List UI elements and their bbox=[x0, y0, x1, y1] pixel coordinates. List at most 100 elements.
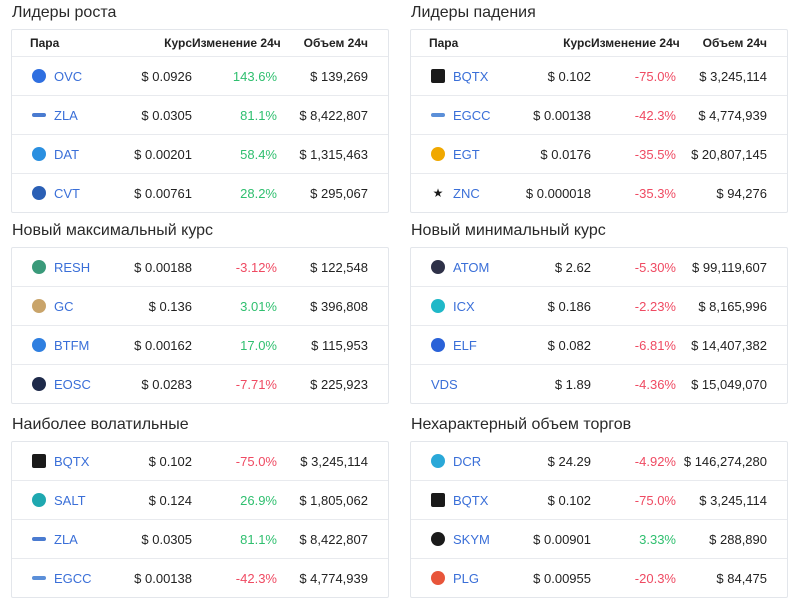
pair-cell[interactable]: EOSC bbox=[12, 377, 117, 392]
header-price[interactable]: Курс bbox=[563, 36, 591, 50]
change-cell: 81.1% bbox=[240, 531, 277, 547]
pair-symbol[interactable]: SALT bbox=[54, 492, 86, 508]
header-volume[interactable]: Объем 24ч bbox=[702, 36, 767, 50]
salt-icon bbox=[32, 493, 46, 507]
header-pair[interactable]: Пара bbox=[30, 36, 60, 50]
pair-cell[interactable]: CVT bbox=[12, 186, 117, 201]
volume-cell: $ 14,407,382 bbox=[691, 337, 767, 353]
table-row[interactable]: CVT $ 0.00761 28.2% $ 295,067 bbox=[12, 173, 388, 212]
table-row[interactable]: PLG $ 0.00955 -20.3% $ 84,475 bbox=[411, 558, 787, 597]
table-row[interactable]: EGCC $ 0.00138 -42.3% $ 4,774,939 bbox=[12, 558, 388, 597]
header-change[interactable]: Изменение 24ч bbox=[192, 36, 281, 50]
pair-cell[interactable]: ★ ZNC bbox=[411, 186, 516, 201]
pair-cell[interactable]: BQTX bbox=[12, 454, 117, 469]
table-row[interactable]: EGCC $ 0.00138 -42.3% $ 4,774,939 bbox=[411, 95, 787, 134]
price-cell: $ 0.136 bbox=[148, 298, 192, 314]
panel-title: Новый максимальный курс bbox=[12, 222, 214, 239]
pair-symbol[interactable]: BTFM bbox=[54, 337, 90, 353]
cvt-icon bbox=[32, 186, 46, 200]
pair-symbol[interactable]: DCR bbox=[453, 453, 482, 469]
pair-symbol[interactable]: ZLA bbox=[54, 107, 78, 123]
table-row[interactable]: EGT $ 0.0176 -35.5% $ 20,807,145 bbox=[411, 134, 787, 173]
pair-cell[interactable]: PLG bbox=[411, 571, 516, 586]
btfm-icon bbox=[32, 338, 46, 352]
table-row[interactable]: ICX $ 0.186 -2.23% $ 8,165,996 bbox=[411, 286, 787, 325]
pair-symbol[interactable]: BQTX bbox=[453, 68, 489, 84]
pair-symbol[interactable]: BQTX bbox=[453, 492, 489, 508]
pair-cell[interactable]: ICX bbox=[411, 299, 516, 314]
table-row[interactable]: DCR $ 24.29 -4.92% $ 146,274,280 bbox=[411, 442, 787, 480]
table-row[interactable]: SKYM $ 0.00901 3.33% $ 288,890 bbox=[411, 519, 787, 558]
table-row[interactable]: OVC $ 0.0926 143.6% $ 139,269 bbox=[12, 56, 388, 95]
table-row[interactable]: ★ ZNC $ 0.000018 -35.3% $ 94,276 bbox=[411, 173, 787, 212]
pair-cell[interactable]: DCR bbox=[411, 454, 516, 469]
table-row[interactable]: SALT $ 0.124 26.9% $ 1,805,062 bbox=[12, 480, 388, 519]
pair-symbol[interactable]: EGCC bbox=[54, 570, 92, 586]
pair-cell[interactable]: SKYM bbox=[411, 532, 516, 547]
pair-symbol[interactable]: VDS bbox=[431, 376, 458, 392]
table-row[interactable]: BQTX $ 0.102 -75.0% $ 3,245,114 bbox=[411, 480, 787, 519]
table-row[interactable]: BQTX $ 0.102 -75.0% $ 3,245,114 bbox=[12, 442, 388, 480]
change-cell: -42.3% bbox=[235, 570, 277, 586]
pair-symbol[interactable]: DAT bbox=[54, 146, 80, 162]
pair-symbol[interactable]: RESH bbox=[54, 259, 91, 275]
pair-symbol[interactable]: ATOM bbox=[453, 259, 490, 275]
pair-cell[interactable]: EGCC bbox=[411, 108, 516, 123]
price-cell: $ 0.186 bbox=[547, 298, 591, 314]
pair-symbol[interactable]: ZLA bbox=[54, 531, 78, 547]
table-row[interactable]: RESH $ 0.00188 -3.12% $ 122,548 bbox=[12, 248, 388, 286]
header-price[interactable]: Курс bbox=[164, 36, 192, 50]
table-row[interactable]: GC $ 0.136 3.01% $ 396,808 bbox=[12, 286, 388, 325]
pair-symbol[interactable]: PLG bbox=[453, 570, 480, 586]
pair-cell[interactable]: BTFM bbox=[12, 338, 117, 353]
table-row[interactable]: DAT $ 0.00201 58.4% $ 1,315,463 bbox=[12, 134, 388, 173]
panel-most-volatile: Наиболее волатильные BQTX $ 0.102 -75.0% $ 3… bbox=[11, 415, 389, 598]
table-row[interactable]: ZLA $ 0.0305 81.1% $ 8,422,807 bbox=[12, 95, 388, 134]
volume-cell: $ 8,422,807 bbox=[299, 531, 368, 547]
pair-cell[interactable]: ZLA bbox=[12, 532, 117, 547]
pair-cell[interactable]: EGT bbox=[411, 147, 516, 162]
table-row[interactable]: BQTX $ 0.102 -75.0% $ 3,245,114 bbox=[411, 56, 787, 95]
pair-symbol[interactable]: EGCC bbox=[453, 107, 491, 123]
header-pair[interactable]: Пара bbox=[429, 36, 459, 50]
price-cell: $ 0.102 bbox=[547, 68, 591, 84]
pair-cell[interactable]: SALT bbox=[12, 493, 117, 508]
table-row[interactable]: EOSC $ 0.0283 -7.71% $ 225,923 bbox=[12, 364, 388, 403]
panel-title: Лидеры роста bbox=[12, 4, 117, 21]
pair-cell[interactable]: ELF bbox=[411, 338, 516, 353]
table-row[interactable]: ATOM $ 2.62 -5.30% $ 99,119,607 bbox=[411, 248, 787, 286]
pair-symbol[interactable]: GC bbox=[54, 298, 74, 314]
pair-symbol[interactable]: EOSC bbox=[54, 376, 91, 392]
table-row[interactable]: VDS $ 1.89 -4.36% $ 15,049,070 bbox=[411, 364, 787, 403]
table-row[interactable]: BTFM $ 0.00162 17.0% $ 115,953 bbox=[12, 325, 388, 364]
pair-cell[interactable]: ATOM bbox=[411, 260, 516, 275]
pair-cell[interactable]: GC bbox=[12, 299, 117, 314]
pair-symbol[interactable]: EGT bbox=[453, 146, 480, 162]
pair-cell[interactable]: OVC bbox=[12, 69, 117, 84]
header-change[interactable]: Изменение 24ч bbox=[591, 36, 680, 50]
change-cell: 3.33% bbox=[639, 531, 676, 547]
pair-cell[interactable]: BQTX bbox=[411, 493, 516, 508]
panel-unusual-volume: Нехарактерный объем торгов DCR $ 24.29 -4.9… bbox=[410, 415, 788, 598]
pair-symbol[interactable]: ICX bbox=[453, 298, 475, 314]
pair-symbol[interactable]: ZNC bbox=[453, 185, 480, 201]
pair-symbol[interactable]: OVC bbox=[54, 68, 83, 84]
header-volume[interactable]: Объем 24ч bbox=[303, 36, 368, 50]
pair-symbol[interactable]: CVT bbox=[54, 185, 80, 201]
change-cell: -42.3% bbox=[634, 107, 676, 123]
panel-new-max-rate: Новый максимальный курс RESH $ 0.00188 -3.1… bbox=[11, 221, 389, 404]
pair-cell[interactable]: BQTX bbox=[411, 69, 516, 84]
egt-icon bbox=[431, 147, 445, 161]
change-cell: -75.0% bbox=[235, 453, 277, 469]
pair-cell[interactable]: VDS bbox=[411, 377, 516, 392]
pair-cell[interactable]: DAT bbox=[12, 147, 117, 162]
pair-cell[interactable]: RESH bbox=[12, 260, 117, 275]
table-row[interactable]: ELF $ 0.082 -6.81% $ 14,407,382 bbox=[411, 325, 787, 364]
pair-symbol[interactable]: ELF bbox=[453, 337, 477, 353]
gc-icon bbox=[32, 299, 46, 313]
pair-cell[interactable]: EGCC bbox=[12, 571, 117, 586]
pair-symbol[interactable]: BQTX bbox=[54, 453, 90, 469]
pair-cell[interactable]: ZLA bbox=[12, 108, 117, 123]
pair-symbol[interactable]: SKYM bbox=[453, 531, 490, 547]
table-row[interactable]: ZLA $ 0.0305 81.1% $ 8,422,807 bbox=[12, 519, 388, 558]
